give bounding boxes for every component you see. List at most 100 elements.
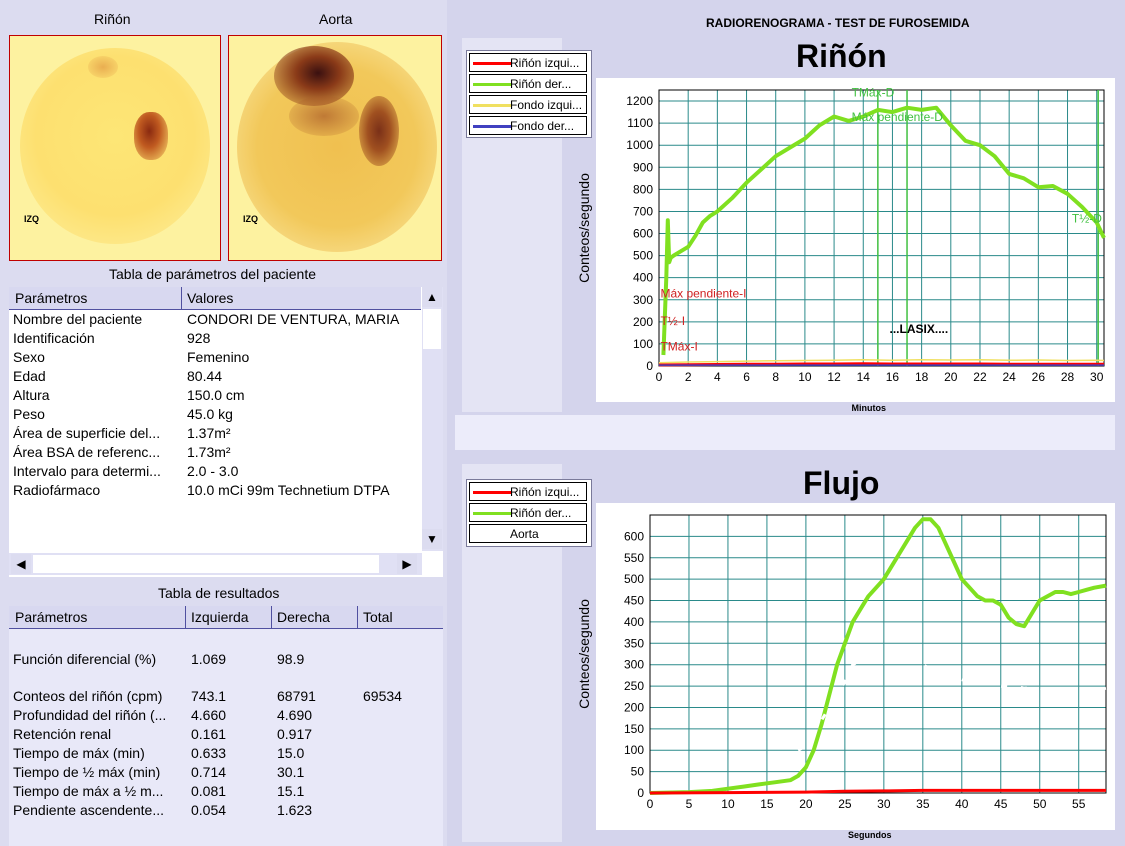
result-cell-p: Retención renal (13, 726, 112, 742)
aorta-image[interactable]: IZQ (228, 35, 442, 261)
legend-item[interactable]: Riñón der... (469, 74, 587, 93)
patient-table-header: Parámetros Valores (9, 287, 421, 310)
legend-item[interactable]: Aorta (469, 524, 587, 543)
patient-vscroll[interactable]: ▲ ▼ (422, 287, 443, 551)
y-tick-label: 550 (624, 551, 644, 565)
y-tick-label: 0 (646, 359, 653, 373)
chart-background (596, 78, 1115, 402)
col-derecha[interactable]: Derecha (277, 609, 330, 625)
result-cell-p: Tiempo de máx a ½ m... (13, 783, 164, 799)
x-tick-label: 30 (877, 797, 891, 811)
patient-row-param: Peso (13, 406, 45, 422)
y-tick-label: 250 (624, 679, 644, 693)
series-line-0 (649, 517, 1107, 795)
legend-swatch (473, 125, 511, 128)
chart-flujo[interactable]: 0 5 10 15 20 25 30 35 40 45 50 55050100150200250300… (563, 503, 1115, 846)
y-tick-label: 1200 (626, 94, 653, 108)
x-tick-label: 40 (955, 797, 969, 811)
result-cell-d: 4.690 (277, 707, 313, 723)
col-valores[interactable]: Valores (187, 290, 234, 306)
legend-swatch (473, 104, 511, 107)
y-axis-label: Conteos/segundo (576, 599, 592, 709)
y-tick-label: 900 (633, 160, 653, 174)
x-tick-label: 10 (798, 370, 812, 384)
result-cell-i: 743.1 (191, 688, 227, 704)
y-tick-label: 400 (624, 615, 644, 629)
x-tick-label: 14 (857, 370, 871, 384)
legend-label: Riñón izqui... (510, 56, 580, 70)
x-tick-label: 25 (838, 797, 852, 811)
legend-item[interactable]: Fondo der... (469, 116, 587, 135)
x-tick-label: 35 (916, 797, 930, 811)
col-total[interactable]: Total (363, 609, 393, 625)
result-cell-p: Tiempo de ½ máx (min) (13, 764, 161, 780)
results-table: Parámetros Izquierda Derecha Total Funci… (9, 606, 443, 846)
x-axis-label: Segundos (848, 830, 892, 840)
result-cell-d: 30.1 (277, 764, 305, 780)
chart-annotation: ...LASIX.... (890, 322, 949, 336)
patient-row-param: Nombre del paciente (13, 311, 143, 327)
y-tick-label: 200 (624, 700, 644, 714)
scroll-up-icon[interactable]: ▲ (422, 287, 442, 307)
legend-item[interactable]: Riñón der... (469, 503, 587, 522)
legend-label: Riñón der... (510, 77, 572, 91)
patient-row-value: CONDORI DE VENTURA, MARIA (187, 311, 400, 327)
result-cell-p: Profundidad del riñón (... (13, 707, 167, 723)
x-tick-label: 50 (1033, 797, 1047, 811)
chart-background (596, 503, 1115, 830)
app-title: RADIORENOGRAMA - TEST DE FUROSEMIDA (706, 16, 970, 30)
patient-row-param: Sexo (13, 349, 45, 365)
x-tick-label: 6 (743, 370, 750, 384)
y-tick-label: 600 (633, 227, 653, 241)
chart-rinon[interactable]: 0 2 4 6 8 10 12 14 16 18 20 22 24 26 28 300100200300400… (563, 78, 1115, 414)
chart-annotation: Máx pendiente-I (660, 287, 746, 301)
legend-label: Riñón izqui... (510, 485, 580, 499)
result-cell-t: 69534 (363, 688, 402, 704)
chart-annotation: T½-D (1072, 211, 1102, 225)
scroll-left-icon[interactable]: ◀ (11, 554, 31, 574)
legend-label: Riñón der... (510, 506, 572, 520)
patient-row-value: 928 (187, 330, 211, 346)
legend-swatch (473, 512, 511, 515)
series-line-0 (661, 105, 1106, 356)
patient-row-param: Radiofármaco (13, 482, 101, 498)
x-tick-label: 8 (772, 370, 779, 384)
y-tick-label: 350 (624, 636, 644, 650)
legend-item[interactable]: Riñón izqui... (469, 53, 587, 72)
legend-swatch (473, 533, 511, 536)
scroll-down-icon[interactable]: ▼ (422, 529, 442, 549)
series-line-1 (649, 788, 1106, 795)
y-tick-label: 400 (633, 271, 653, 285)
scroll-right-icon[interactable]: ▶ (397, 554, 417, 574)
result-cell-d: 68791 (277, 688, 316, 704)
col-izquierda[interactable]: Izquierda (191, 609, 249, 625)
col-parametros[interactable]: Parámetros (15, 290, 88, 306)
result-cell-p: Tiempo de máx (min) (13, 745, 145, 761)
chart-annotation: TMáx-I (660, 340, 697, 354)
result-cell-d: 98.9 (277, 651, 305, 667)
result-cell-i: 0.161 (191, 726, 227, 742)
result-cell-i: 0.081 (191, 783, 227, 799)
y-tick-label: 100 (624, 743, 644, 757)
x-tick-label: 0 (656, 370, 663, 384)
legend-item[interactable]: Fondo izqui... (469, 95, 587, 114)
chart-annotation: Máx pendiente-D (852, 110, 944, 124)
result-cell-d: 15.1 (277, 783, 305, 799)
rinon-image[interactable]: IZQ (9, 35, 221, 261)
y-tick-label: 300 (624, 658, 644, 672)
izq-marker-aorta: IZQ (243, 214, 258, 224)
x-tick-label: 45 (994, 797, 1008, 811)
x-tick-label: 18 (915, 370, 929, 384)
patient-row-param: Edad (13, 368, 46, 384)
x-tick-label: 0 (647, 797, 654, 811)
scroll-thumb[interactable] (423, 309, 441, 349)
patient-row-value: 10.0 mCi 99m Technetium DTPA (187, 482, 390, 498)
col-res-parametros[interactable]: Parámetros (15, 609, 88, 625)
patient-hscroll[interactable]: ◀ ▶ (9, 553, 422, 575)
hscroll-thumb[interactable] (33, 555, 379, 573)
result-cell-d: 15.0 (277, 745, 305, 761)
patient-row-param: Intervalo para determi... (13, 463, 161, 479)
rinon-image-label: Riñón (94, 11, 131, 27)
legend-item[interactable]: Riñón izqui... (469, 482, 587, 501)
aorta-image-label: Aorta (319, 11, 353, 27)
